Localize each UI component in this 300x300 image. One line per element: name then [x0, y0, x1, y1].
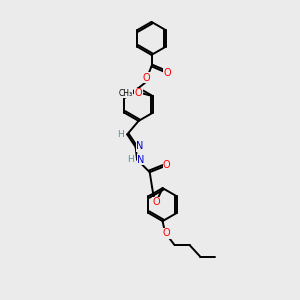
Text: O: O — [135, 88, 142, 98]
Text: H: H — [117, 130, 124, 139]
Text: O: O — [152, 197, 160, 207]
Text: O: O — [142, 73, 150, 83]
Text: O: O — [163, 160, 171, 170]
Text: N: N — [136, 141, 144, 152]
Text: O: O — [163, 228, 170, 238]
Text: H: H — [127, 155, 134, 164]
Text: CH₃: CH₃ — [119, 89, 133, 98]
Text: N: N — [137, 154, 144, 165]
Text: O: O — [164, 68, 172, 78]
